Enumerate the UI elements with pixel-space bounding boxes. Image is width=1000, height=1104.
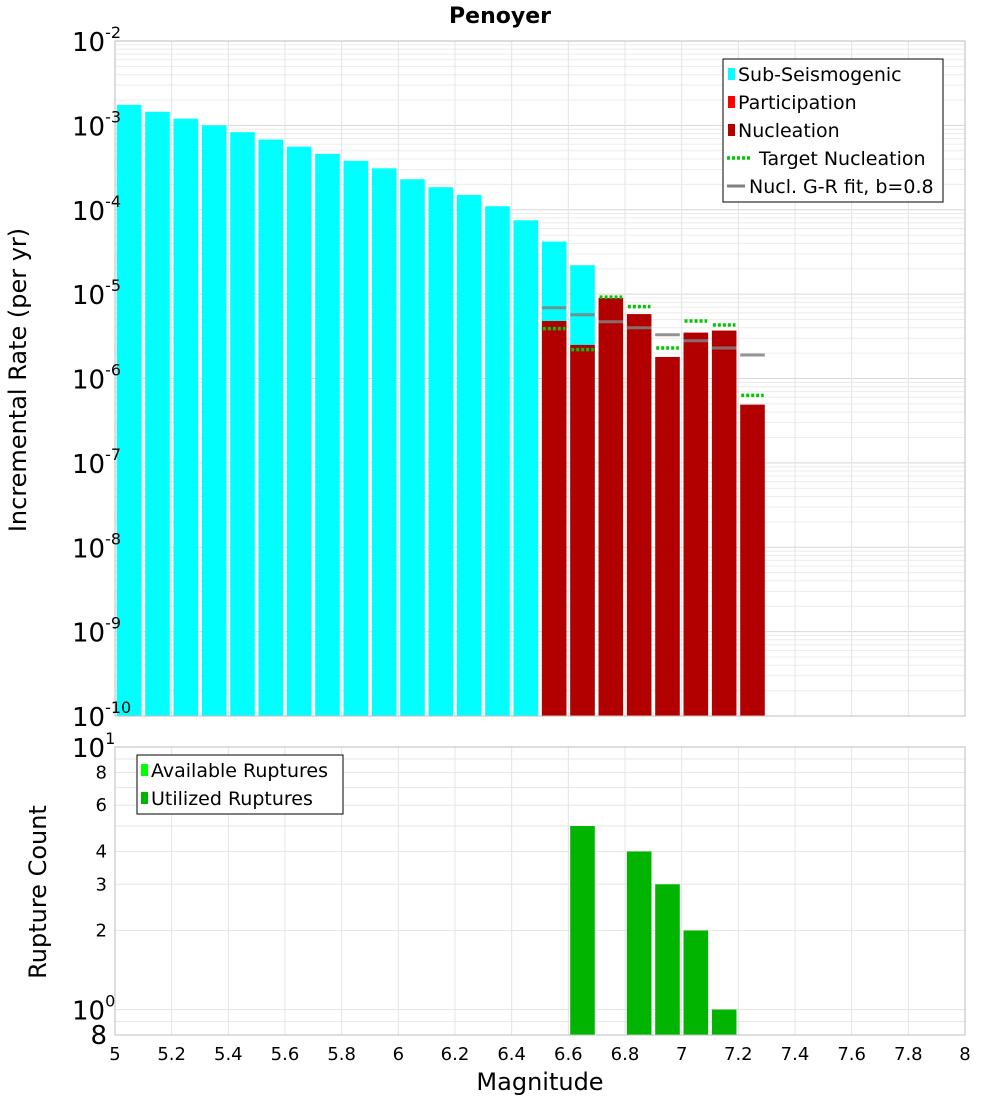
bar-nucleation: [570, 344, 595, 716]
x-tick-label: 6.8: [611, 1044, 640, 1065]
y-tick-label: 10-7: [72, 445, 121, 480]
legend-swatch: [141, 764, 148, 776]
plot-frame: [114, 746, 966, 1036]
legend-rate: Sub-Seismogenic Participation Nucleation Ta…: [722, 58, 944, 203]
y-tick-label: 10-2: [72, 23, 121, 58]
y-tick-label: 4: [96, 841, 107, 862]
x-tick-label: 5.8: [327, 1044, 356, 1065]
y-tick-label: 101: [72, 729, 115, 764]
y-tick-label: 10-3: [72, 107, 121, 142]
bar-sub-seismogenic: [173, 118, 199, 716]
bar-nucleation: [598, 297, 624, 716]
bar-sub-seismogenic: [315, 153, 340, 716]
x-tick-label: 5.4: [214, 1044, 243, 1065]
bar-sub-seismogenic: [201, 125, 227, 716]
y-tick-label: 10-4: [72, 192, 121, 227]
bar-nucleation: [541, 321, 567, 716]
legend-box: [722, 58, 944, 203]
y-tick-label: 100: [72, 992, 115, 1027]
y-tick-label: 8: [90, 1021, 107, 1051]
bar-utilized-ruptures: [655, 884, 680, 1035]
legend-label: Utilized Ruptures: [151, 788, 313, 810]
bar-sub-seismogenic: [485, 206, 510, 716]
x-axis-label: Magnitude: [476, 1068, 603, 1096]
legend-swatch: [728, 96, 735, 108]
y-tick-label: 10-10: [72, 698, 131, 733]
bar-nucleation: [626, 314, 652, 716]
bar-sub-seismogenic: [428, 187, 454, 716]
x-tick-label: 6: [393, 1044, 404, 1065]
legend-count: Available Ruptures Utilized Ruptures: [136, 754, 344, 815]
legend-label: Target Nucleation: [758, 148, 926, 170]
y-tick-label: 10-6: [72, 361, 121, 396]
bar-sub-seismogenic: [371, 168, 397, 716]
legend-label: Nucleation: [738, 120, 840, 142]
bar-sub-seismogenic: [513, 220, 539, 717]
y-axis-label-rate: Incremental Rate (per yr): [4, 228, 32, 532]
x-tick-label: 7.4: [781, 1044, 810, 1065]
bar-sub-seismogenic: [230, 132, 255, 717]
bar-nucleation: [655, 356, 680, 716]
x-tick-label: 6.4: [497, 1044, 526, 1065]
legend-swatch: [728, 124, 735, 136]
legend-swatch: [141, 792, 148, 804]
x-tick-label: 7: [676, 1044, 687, 1065]
bar-utilized-ruptures: [683, 930, 709, 1035]
y-tick-label: 8: [96, 762, 107, 783]
bar-nucleation: [711, 330, 737, 716]
legend-swatch: [728, 68, 735, 80]
plot-frame: [114, 40, 966, 717]
y-axis-label-count: Rupture Count: [24, 805, 52, 979]
x-tick-label: 7.8: [894, 1044, 923, 1065]
rate-plot: 10-10 10-9 10-8 10-7 10-6 10-5 10-4 10-3 10-2 Sub…: [72, 23, 966, 733]
x-tick-label: 6.2: [441, 1044, 470, 1065]
bar-utilized-ruptures: [626, 851, 652, 1035]
x-tick-label: 5: [109, 1044, 120, 1065]
x-tick-label: 8: [959, 1044, 970, 1065]
bar-utilized-ruptures: [570, 826, 595, 1035]
y-tick-label: 6: [96, 795, 107, 816]
legend-label: Available Ruptures: [151, 760, 328, 782]
legend-label: Sub-Seismogenic: [738, 64, 902, 86]
y-tick-label: 10-9: [72, 614, 121, 649]
bar-sub-seismogenic: [145, 111, 170, 716]
legend-label: Nucl. G-R fit, b=0.8: [749, 176, 934, 198]
x-tick-label: 7.2: [724, 1044, 753, 1065]
bar-sub-seismogenic: [456, 194, 482, 716]
bar-nucleation: [683, 332, 709, 716]
legend-label: Participation: [738, 92, 857, 114]
x-tick-label: 6.6: [554, 1044, 583, 1065]
x-tick-label: 7.6: [837, 1044, 866, 1065]
bar-utilized-ruptures: [711, 1009, 737, 1035]
y-tick-label: 2: [96, 921, 107, 942]
bar-sub-seismogenic: [116, 104, 142, 717]
chart-title: Penoyer: [449, 4, 551, 29]
bar-sub-seismogenic: [343, 160, 369, 717]
y-tick-label: 10-5: [72, 276, 121, 311]
bar-sub-seismogenic: [400, 179, 425, 716]
bar-nucleation: [740, 404, 765, 716]
bar-sub-seismogenic: [258, 139, 284, 716]
y-tick-label: 3: [96, 874, 107, 895]
legend-box: [136, 754, 344, 815]
bar-sub-seismogenic: [286, 146, 312, 716]
y-tick-label: 10-8: [72, 529, 121, 564]
x-tick-label: 5.2: [157, 1044, 186, 1065]
x-tick-label: 5.6: [271, 1044, 300, 1065]
